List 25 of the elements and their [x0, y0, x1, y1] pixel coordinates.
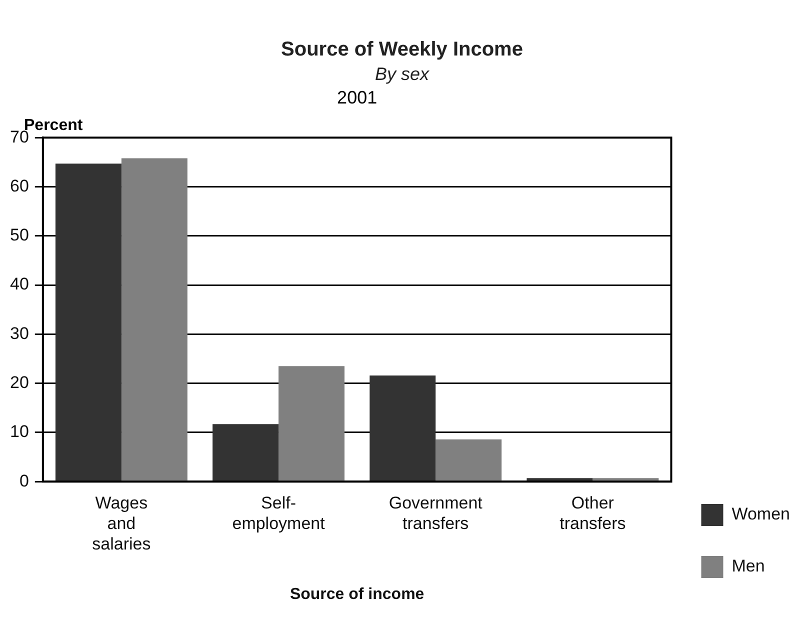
- text: 2001: [337, 88, 378, 108]
- y-tick-label: 50: [10, 226, 29, 245]
- x-tick-label: Government transfers: [388, 493, 483, 533]
- x-tick-label: Other transfers: [560, 493, 626, 533]
- x-tick-label: Wages and salaries: [92, 493, 151, 554]
- y-tick-label: 0: [19, 471, 29, 490]
- chart-subtitle: By sex: [374, 64, 430, 84]
- chart-title: Source of Weekly Income: [281, 38, 523, 61]
- x-axis-title: Source of income: [290, 586, 424, 603]
- y-tick-label: 20: [10, 373, 29, 392]
- legend-label: Women: [732, 504, 790, 524]
- bar: [121, 158, 188, 481]
- bar: [370, 375, 436, 481]
- bar: [212, 424, 279, 481]
- bar: [55, 164, 122, 481]
- y-tick-label: 10: [10, 422, 29, 442]
- y-tick-label: 60: [10, 176, 29, 196]
- bar: [278, 366, 345, 481]
- y-tick-label: 30: [10, 324, 29, 343]
- bar: [526, 478, 593, 481]
- y-tick-label: 40: [10, 274, 29, 294]
- x-tick-label: Self-employment: [232, 493, 326, 533]
- legend-label: Men: [732, 556, 765, 576]
- bar: [592, 478, 659, 481]
- bar: [436, 439, 502, 481]
